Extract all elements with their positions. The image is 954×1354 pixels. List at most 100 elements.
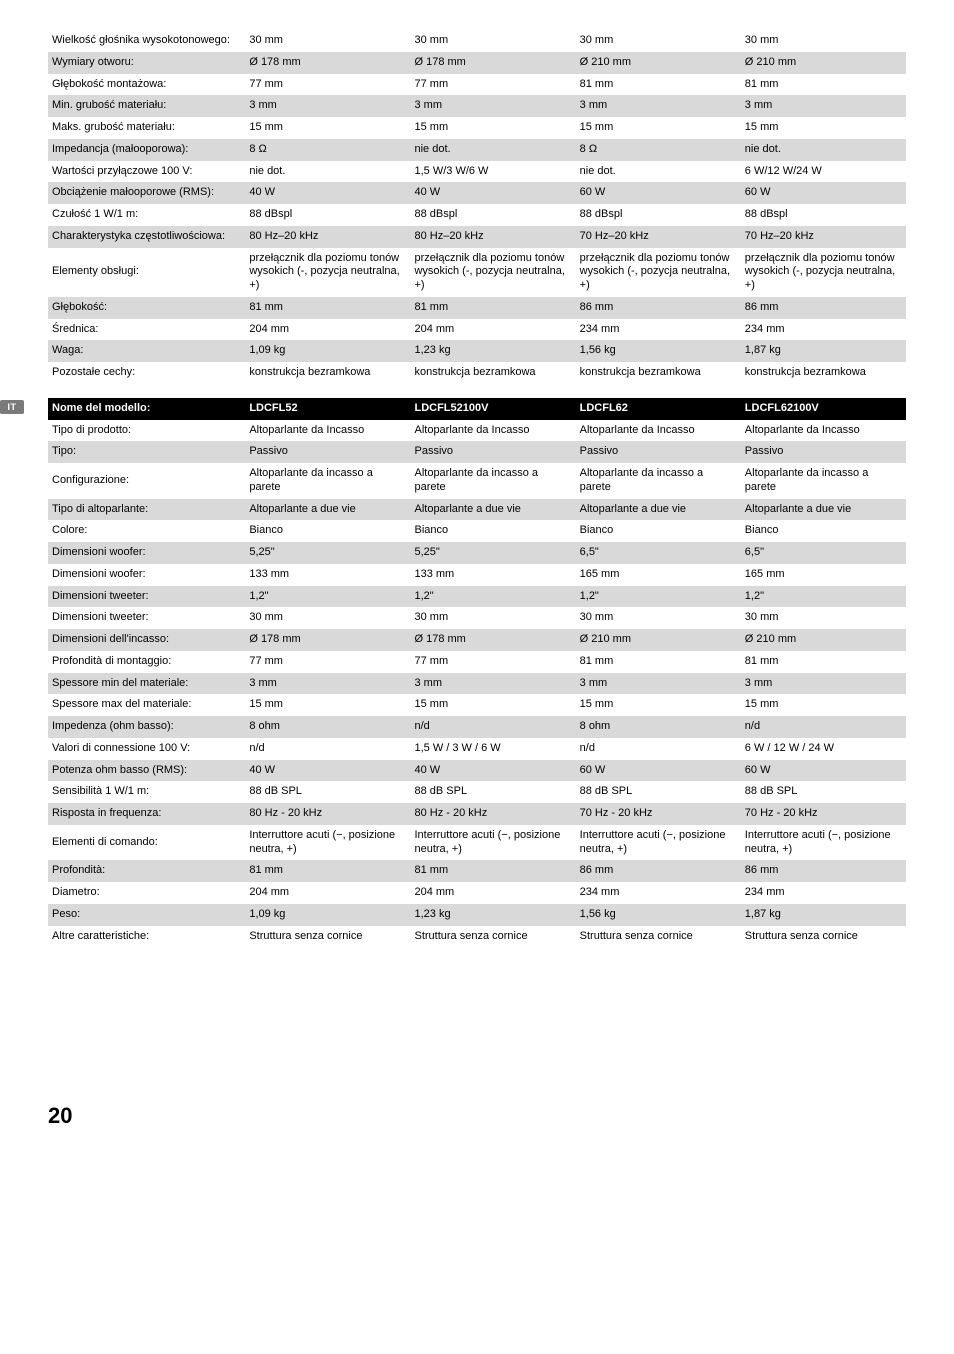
table-row: Dimensioni dell'incasso:Ø 178 mmØ 178 mm… — [48, 629, 906, 651]
table-cell: 81 mm — [741, 74, 906, 96]
table-cell: przełącznik dla poziomu tonów wysokich (… — [245, 248, 410, 297]
table-cell: 6 W / 12 W / 24 W — [741, 738, 906, 760]
table-cell: Ø 210 mm — [741, 52, 906, 74]
table-cell: 30 mm — [410, 30, 575, 52]
table-cell: 3 mm — [245, 95, 410, 117]
table-cell: Głębokość montażowa: — [48, 74, 245, 96]
table-cell: Wartości przyłączowe 100 V: — [48, 161, 245, 183]
table-cell: Altoparlante da incasso a parete — [410, 463, 575, 499]
table-cell: 204 mm — [410, 882, 575, 904]
table-cell: Dimensioni tweeter: — [48, 607, 245, 629]
table-cell: Altoparlante a due vie — [741, 499, 906, 521]
table-cell: LDCFL52 — [245, 398, 410, 420]
table-cell: konstrukcja bezramkowa — [741, 362, 906, 384]
table-cell: Potenza ohm basso (RMS): — [48, 760, 245, 782]
table-cell: Ø 210 mm — [576, 52, 741, 74]
table-row: Charakterystyka często­tliwościowa:80 Hz… — [48, 226, 906, 248]
table-cell: 81 mm — [410, 297, 575, 319]
table-row: Waga:1,09 kg1,23 kg1,56 kg1,87 kg — [48, 340, 906, 362]
table-cell: 80 Hz - 20 kHz — [245, 803, 410, 825]
table-cell: Peso: — [48, 904, 245, 926]
table-cell: Ø 210 mm — [741, 629, 906, 651]
table-cell: Passivo — [245, 441, 410, 463]
table-cell: 81 mm — [245, 860, 410, 882]
table-cell: Altoparlante da incasso a parete — [576, 463, 741, 499]
table-row: Wymiary otworu:Ø 178 mmØ 178 mmØ 210 mmØ… — [48, 52, 906, 74]
table-cell: n/d — [576, 738, 741, 760]
table-cell: 8 ohm — [245, 716, 410, 738]
table-cell: Altoparlante da Incasso — [245, 420, 410, 442]
table-cell: Altoparlante da Incasso — [576, 420, 741, 442]
table-cell: 6 W/12 W/24 W — [741, 161, 906, 183]
table-row: Profondità:81 mm81 mm86 mm86 mm — [48, 860, 906, 882]
table-cell: konstrukcja bezramkowa — [245, 362, 410, 384]
table-cell: 30 mm — [245, 30, 410, 52]
table-cell: Tipo di prodotto: — [48, 420, 245, 442]
table-cell: Altoparlante a due vie — [410, 499, 575, 521]
table-cell: LDCFL52100V — [410, 398, 575, 420]
table-cell: 88 dBspl — [245, 204, 410, 226]
table-cell: 1,2" — [245, 586, 410, 608]
table-cell: Impedenza (ohm basso): — [48, 716, 245, 738]
table-cell: 88 dB SPL — [410, 781, 575, 803]
table-cell: 1,09 kg — [245, 340, 410, 362]
table-cell: 204 mm — [410, 319, 575, 341]
table-cell: 40 W — [245, 760, 410, 782]
table-row: Dimensioni woofer:133 mm133 mm165 mm165 … — [48, 564, 906, 586]
table-cell: 40 W — [245, 182, 410, 204]
table-cell: 1,87 kg — [741, 340, 906, 362]
table-row: Spessore min del materiale:3 mm3 mm3 mm3… — [48, 673, 906, 695]
table-cell: Sensibilità 1 W/1 m: — [48, 781, 245, 803]
table-cell: 81 mm — [410, 860, 575, 882]
table-cell: 165 mm — [741, 564, 906, 586]
table-cell: 1,5 W / 3 W / 6 W — [410, 738, 575, 760]
table-cell: 88 dB SPL — [576, 781, 741, 803]
table-cell: Valori di connessione 100 V: — [48, 738, 245, 760]
table-row: Diametro:204 mm204 mm234 mm234 mm — [48, 882, 906, 904]
table-cell: Configurazione: — [48, 463, 245, 499]
table-cell: 88 dB SPL — [741, 781, 906, 803]
table-row: Głębokość:81 mm81 mm86 mm86 mm — [48, 297, 906, 319]
table-cell: nie dot. — [245, 161, 410, 183]
language-flag-label: IT — [8, 402, 17, 412]
table-cell: 15 mm — [245, 694, 410, 716]
table-cell: 15 mm — [410, 117, 575, 139]
table-cell: nie dot. — [741, 139, 906, 161]
table-cell: 133 mm — [245, 564, 410, 586]
page: Wielkość głośnika wyso­kotonowego:30 mm3… — [0, 0, 954, 1147]
table-cell: Struttura senza cornice — [741, 926, 906, 948]
table-row: Impedancja (małoopo­rowa):8 Ωnie dot.8 Ω… — [48, 139, 906, 161]
table-cell: 81 mm — [741, 651, 906, 673]
table-cell: przełącznik dla poziomu tonów wysokich (… — [410, 248, 575, 297]
table-cell: Dimensioni tweeter: — [48, 586, 245, 608]
table-row: Głębokość montażowa:77 mm77 mm81 mm81 mm — [48, 74, 906, 96]
table-row: Dimensioni tweeter:1,2"1,2"1,2"1,2" — [48, 586, 906, 608]
table-cell: 8 Ω — [576, 139, 741, 161]
table-cell: 204 mm — [245, 319, 410, 341]
table-cell: n/d — [741, 716, 906, 738]
table-cell: 81 mm — [576, 651, 741, 673]
table-cell: Ø 178 mm — [245, 52, 410, 74]
table-cell: 15 mm — [741, 694, 906, 716]
table-cell: 60 W — [741, 182, 906, 204]
table-cell: przełącznik dla poziomu tonów wysokich (… — [741, 248, 906, 297]
table-row: Dimensioni tweeter:30 mm30 mm30 mm30 mm — [48, 607, 906, 629]
table-row: Sensibilità 1 W/1 m:88 dB SPL88 dB SPL88… — [48, 781, 906, 803]
table-cell: 88 dBspl — [410, 204, 575, 226]
table-row: Nome del modello:LDCFL52LDCFL52100VLDCFL… — [48, 398, 906, 420]
table-cell: 1,23 kg — [410, 340, 575, 362]
table-cell: 8 Ω — [245, 139, 410, 161]
table-row: Min. grubość materiału:3 mm3 mm3 mm3 mm — [48, 95, 906, 117]
table-cell: nie dot. — [576, 161, 741, 183]
table-cell: 3 mm — [576, 673, 741, 695]
table-cell: Wielkość głośnika wyso­kotonowego: — [48, 30, 245, 52]
table-cell: Risposta in frequenza: — [48, 803, 245, 825]
table-cell: 1,2" — [410, 586, 575, 608]
table-cell: 5,25" — [410, 542, 575, 564]
table-cell: Struttura senza cornice — [245, 926, 410, 948]
table-row: Elementy obsługi:przełącznik dla poziomu… — [48, 248, 906, 297]
table-cell: 30 mm — [410, 607, 575, 629]
table-cell: 70 Hz–20 kHz — [576, 226, 741, 248]
table-row: Elementi di comando:Interruttore acuti (… — [48, 825, 906, 861]
table-cell: 1,56 kg — [576, 340, 741, 362]
